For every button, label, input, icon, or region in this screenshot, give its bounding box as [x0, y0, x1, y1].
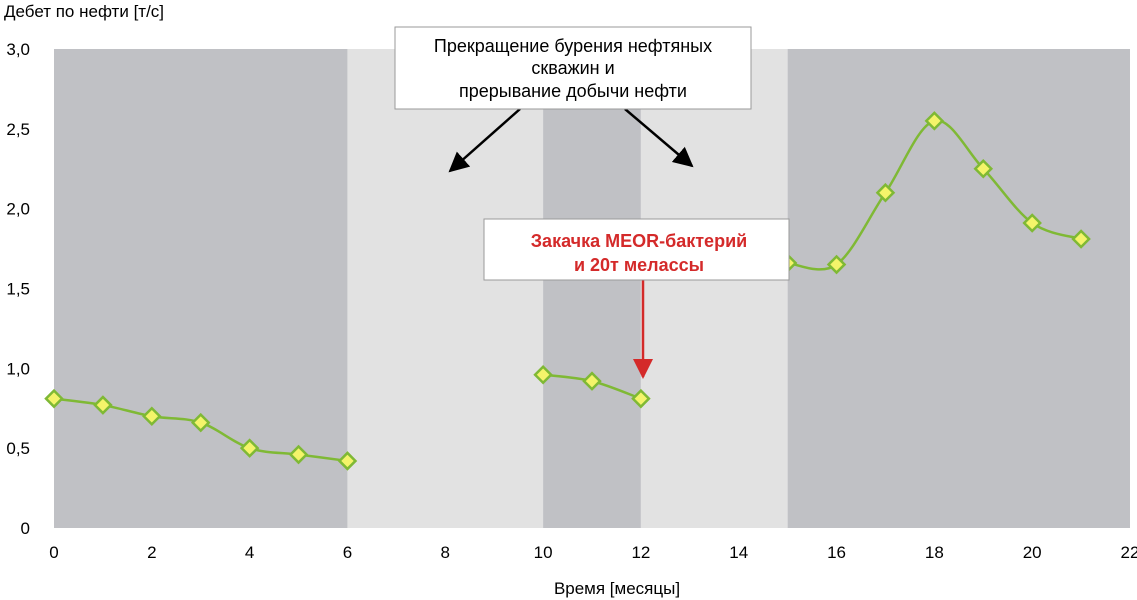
x-tick-label: 8 [441, 543, 450, 562]
data-point [533, 364, 553, 385]
y-tick-label: 1,0 [6, 359, 30, 378]
callout-line-3: прерывание добычи нефти [459, 81, 687, 101]
x-axis-label: Время [месяцы] [554, 579, 680, 598]
background-bands [54, 49, 1130, 528]
data-point [875, 182, 896, 203]
x-tick-label: 14 [729, 543, 748, 562]
x-tick-label: 12 [631, 543, 650, 562]
data-point [924, 111, 945, 131]
data-point [582, 371, 602, 391]
y-tick-label: 0 [21, 519, 30, 538]
callout-meor-injection: Закачка MEOR-бактерий и 20т мелассы [483, 218, 790, 379]
data-point [973, 158, 994, 179]
data-point [239, 438, 260, 458]
data-points [44, 111, 1091, 471]
data-point [337, 451, 358, 471]
x-tick-label: 18 [925, 543, 944, 562]
data-point [1022, 213, 1042, 233]
y-axis-label: Дебет по нефти [т/с] [4, 2, 164, 21]
y-tick-label: 3,0 [6, 40, 30, 59]
callout-stop-drilling: Прекращение бурения нефтяных скважин и п… [394, 26, 752, 173]
callout-red-line-2: и 20т мелассы [574, 255, 704, 275]
x-tick-label: 20 [1023, 543, 1042, 562]
data-point [44, 388, 64, 409]
band-2 [543, 49, 641, 528]
band-4 [787, 49, 1130, 528]
callout-box [394, 26, 752, 110]
y-tick-label: 2,0 [6, 200, 30, 219]
arrow-right [624, 108, 694, 168]
x-tick-label: 22 [1121, 543, 1137, 562]
callout-box-red [483, 218, 790, 281]
data-point [190, 412, 211, 433]
callout-line-1: Прекращение бурения нефтяных [434, 36, 712, 56]
y-tick-label: 0,5 [6, 439, 30, 458]
data-point [93, 395, 113, 415]
data-point [288, 444, 309, 465]
y-tick-label: 1,5 [6, 280, 30, 299]
data-point [1071, 229, 1091, 249]
callout-red-line-1: Закачка MEOR-бактерий [531, 231, 747, 251]
axes: 0 2 4 6 8 10 12 14 16 18 20 22 0 0,5 1,0 1,5 2,0 2,5 3,0 [6, 40, 1137, 562]
x-tick-label: 2 [147, 543, 156, 562]
band-1 [347, 49, 544, 528]
band-3 [640, 49, 788, 528]
arrow-left [448, 108, 521, 173]
x-tick-label: 16 [827, 543, 846, 562]
data-point [142, 406, 162, 427]
data-point [826, 254, 847, 275]
x-tick-label: 0 [49, 543, 58, 562]
x-tick-label: 4 [245, 543, 254, 562]
y-tick-label: 2,5 [6, 120, 30, 139]
x-tick-label: 6 [343, 543, 352, 562]
callout-line-2: скважин и [531, 58, 614, 78]
x-tick-label: 10 [534, 543, 553, 562]
data-point [631, 388, 651, 409]
